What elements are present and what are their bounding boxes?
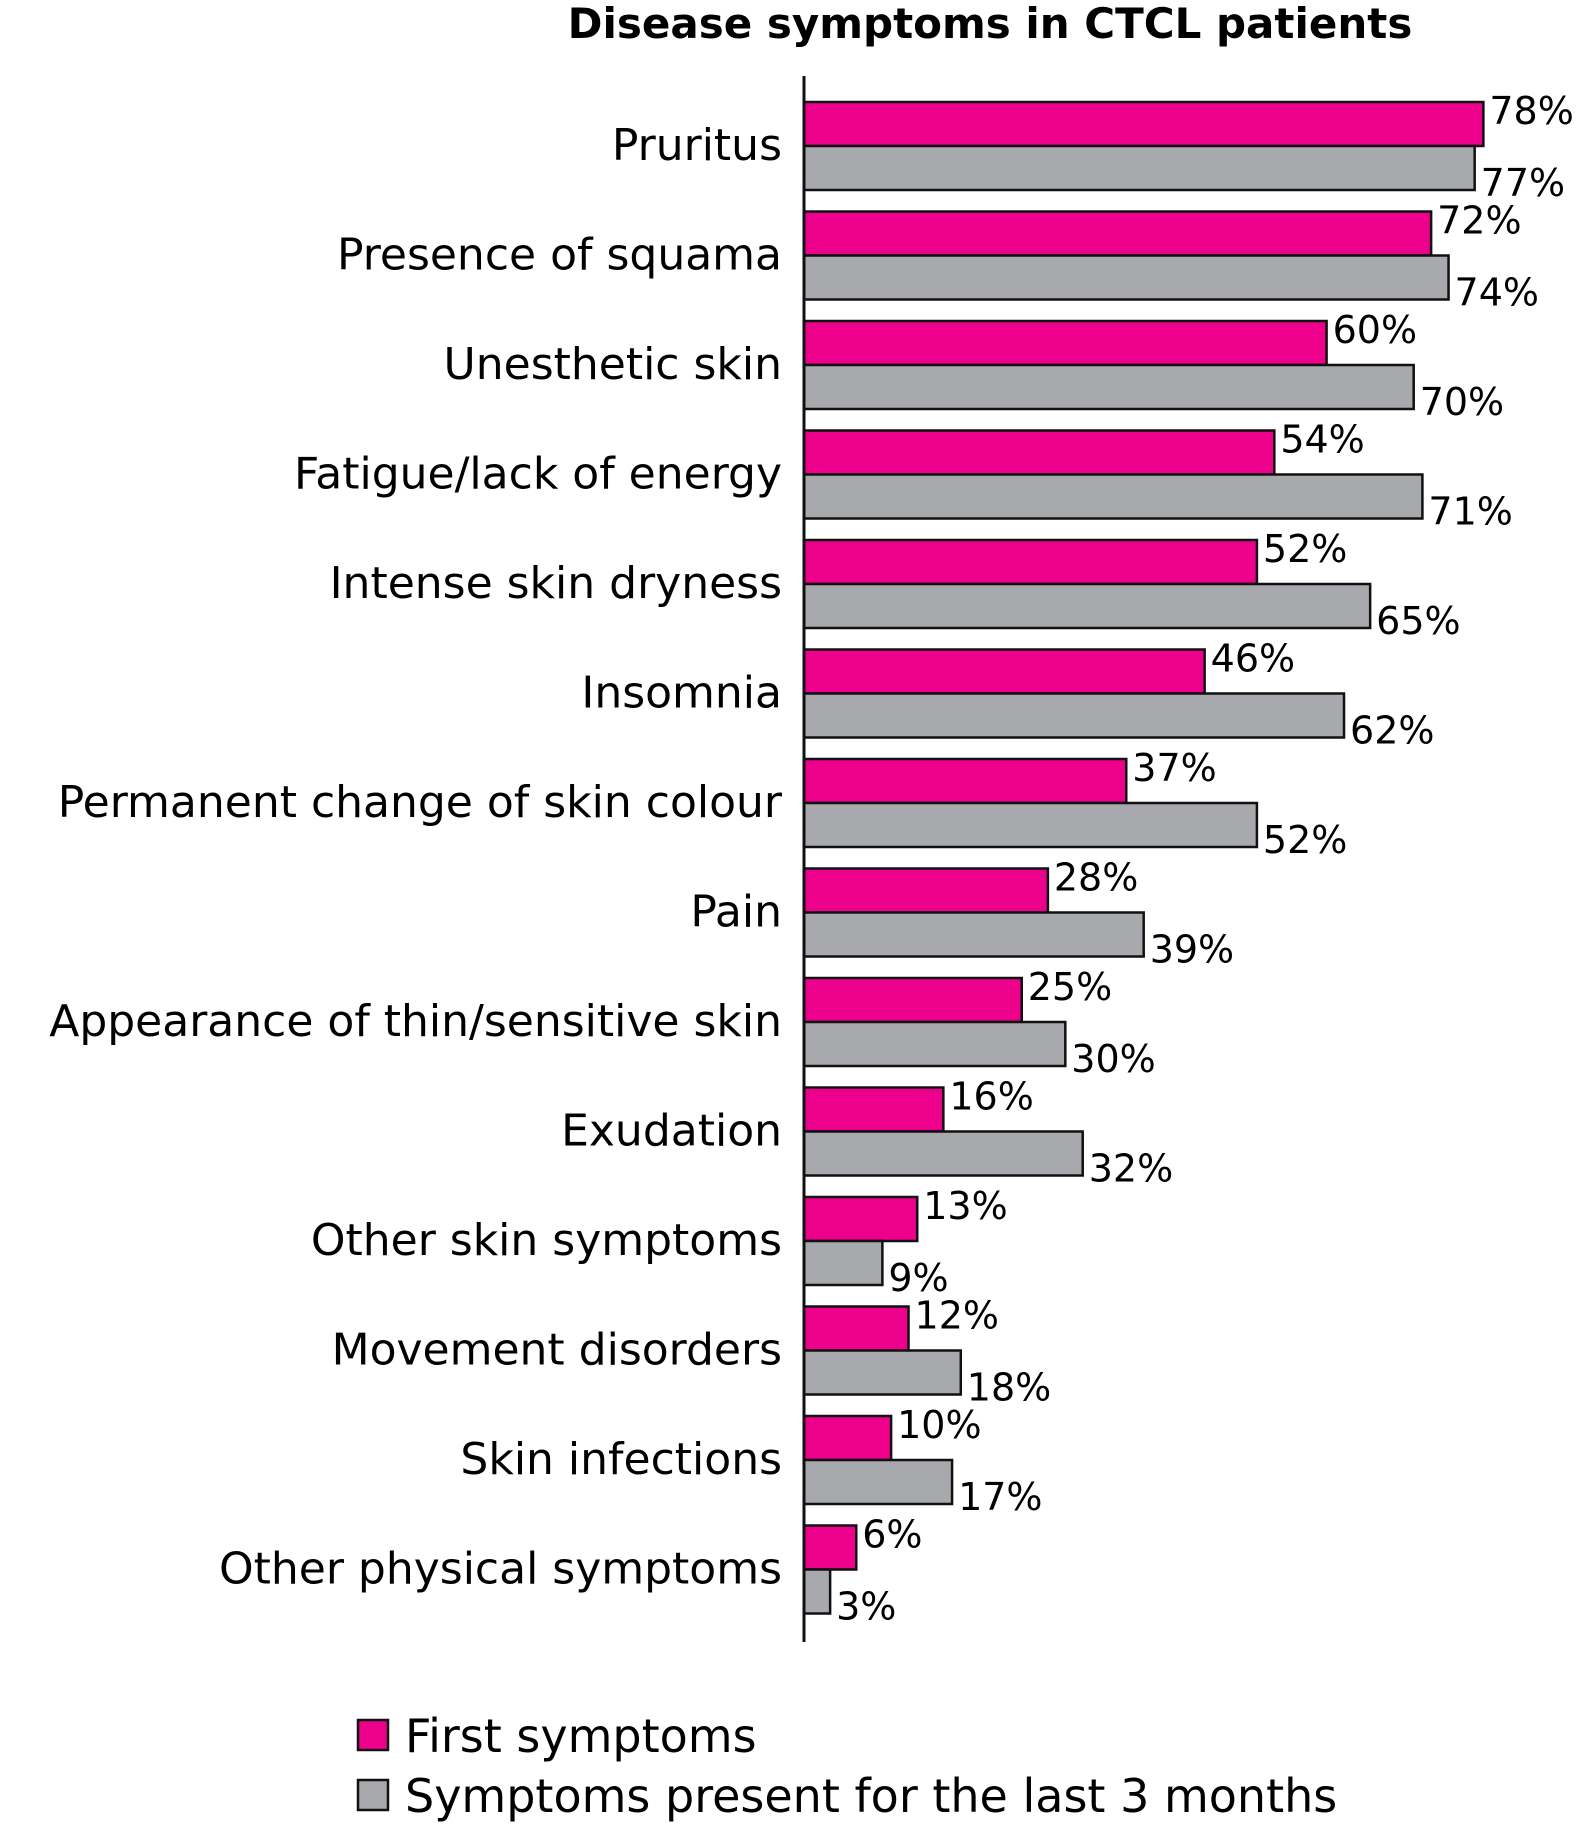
legend: First symptoms Symptoms present for the … — [356, 1709, 1337, 1823]
bar-movement-disorders-series-0 — [802, 1305, 910, 1352]
bar-unesthetic-skin-series-1 — [802, 363, 1415, 411]
category-label-fatigue-lack-of-energy: Fatigue/lack of energy — [294, 449, 782, 500]
bar-pain-series-0 — [802, 867, 1050, 914]
bar-insomnia-series-0 — [802, 648, 1206, 695]
category-label-appearance-of-thin-sensitive-skin: Appearance of thin/sensitive skin — [49, 996, 782, 1047]
bar-exudation-series-1 — [802, 1130, 1084, 1177]
value-label-fatigue-lack-of-energy-series-0: 54% — [1280, 418, 1364, 462]
value-label-insomnia-series-1: 62% — [1350, 709, 1434, 753]
bar-exudation-series-0 — [802, 1086, 945, 1133]
value-label-other-physical-symptoms-series-0: 6% — [862, 1513, 922, 1557]
value-label-presence-of-squama-series-1: 74% — [1455, 271, 1539, 315]
value-label-pruritus-series-0: 78% — [1489, 89, 1573, 133]
bar-skin-infections-series-0 — [802, 1414, 893, 1462]
category-label-exudation: Exudation — [561, 1106, 782, 1157]
bar-pain-series-1 — [802, 911, 1145, 958]
bar-insomnia-series-1 — [802, 692, 1346, 739]
value-label-other-skin-symptoms-series-1: 9% — [888, 1256, 948, 1300]
value-label-intense-skin-dryness-series-1: 65% — [1376, 599, 1460, 643]
value-label-movement-disorders-series-1: 18% — [967, 1366, 1051, 1410]
category-label-skin-infections: Skin infections — [460, 1434, 782, 1485]
chart-title: Disease symptoms in CTCL patients — [568, 0, 1413, 48]
value-label-pruritus-series-1: 77% — [1481, 161, 1565, 205]
legend-label-last-3-months: Symptoms present for the last 3 months — [405, 1769, 1337, 1823]
value-label-unesthetic-skin-series-0: 60% — [1333, 308, 1417, 352]
category-label-other-skin-symptoms: Other skin symptoms — [311, 1215, 782, 1266]
bar-appearance-of-thin-sensitive-skin-series-1 — [802, 1020, 1067, 1068]
bar-intense-skin-dryness-series-0 — [802, 538, 1259, 586]
category-label-pruritus: Pruritus — [612, 120, 782, 171]
legend-swatch-first-symptoms — [356, 1718, 390, 1752]
bar-presence-of-squama-series-1 — [802, 254, 1450, 301]
value-label-appearance-of-thin-sensitive-skin-series-1: 30% — [1071, 1037, 1155, 1081]
category-label-intense-skin-dryness: Intense skin dryness — [330, 558, 782, 609]
bar-other-physical-symptoms-series-0 — [802, 1524, 858, 1571]
value-label-pain-series-1: 39% — [1150, 928, 1234, 972]
bars-group: Pruritus 78% 77% Presence of squama 72% 74% Un… — [49, 89, 1574, 1629]
value-label-unesthetic-skin-series-1: 70% — [1420, 380, 1504, 424]
value-label-insomnia-series-0: 46% — [1211, 637, 1295, 681]
bar-permanent-change-of-skin-colour-series-1 — [802, 801, 1259, 849]
bar-permanent-change-of-skin-colour-series-0 — [802, 757, 1128, 805]
category-label-movement-disorders: Movement disorders — [332, 1325, 782, 1376]
legend-swatch-last-3-months — [356, 1778, 390, 1812]
category-label-presence-of-squama: Presence of squama — [337, 230, 782, 281]
value-label-fatigue-lack-of-energy-series-1: 71% — [1428, 490, 1512, 534]
category-label-pain: Pain — [690, 887, 782, 938]
value-label-exudation-series-1: 32% — [1089, 1147, 1173, 1191]
bar-presence-of-squama-series-0 — [802, 210, 1433, 257]
value-label-presence-of-squama-series-0: 72% — [1437, 199, 1521, 243]
value-label-movement-disorders-series-0: 12% — [915, 1294, 999, 1338]
category-label-other-physical-symptoms: Other physical symptoms — [219, 1544, 782, 1595]
bar-pruritus-series-0 — [802, 100, 1485, 148]
bar-fatigue-lack-of-energy-series-0 — [802, 429, 1276, 476]
bar-fatigue-lack-of-energy-series-1 — [802, 473, 1424, 520]
value-label-skin-infections-series-0: 10% — [897, 1403, 981, 1447]
bar-intense-skin-dryness-series-1 — [802, 582, 1372, 630]
category-label-unesthetic-skin: Unesthetic skin — [444, 339, 782, 390]
bar-skin-infections-series-1 — [802, 1458, 954, 1506]
value-label-permanent-change-of-skin-colour-series-0: 37% — [1132, 746, 1216, 790]
value-label-exudation-series-0: 16% — [949, 1075, 1033, 1119]
value-label-appearance-of-thin-sensitive-skin-series-0: 25% — [1028, 965, 1112, 1009]
value-label-permanent-change-of-skin-colour-series-1: 52% — [1263, 818, 1347, 862]
bar-other-skin-symptoms-series-0 — [802, 1195, 919, 1243]
value-label-other-physical-symptoms-series-1: 3% — [836, 1585, 896, 1629]
bar-unesthetic-skin-series-0 — [802, 319, 1328, 367]
bar-appearance-of-thin-sensitive-skin-series-0 — [802, 976, 1023, 1024]
bar-other-physical-symptoms-series-1 — [802, 1568, 832, 1615]
bar-pruritus-series-1 — [802, 144, 1476, 192]
bar-other-skin-symptoms-series-1 — [802, 1239, 884, 1287]
bar-movement-disorders-series-1 — [802, 1349, 963, 1396]
category-label-permanent-change-of-skin-colour: Permanent change of skin colour — [58, 777, 783, 828]
value-label-other-skin-symptoms-series-0: 13% — [923, 1184, 1007, 1228]
value-label-skin-infections-series-1: 17% — [958, 1475, 1042, 1519]
value-label-intense-skin-dryness-series-0: 52% — [1263, 527, 1347, 571]
value-label-pain-series-0: 28% — [1054, 856, 1138, 900]
legend-label-first-symptoms: First symptoms — [405, 1709, 757, 1763]
category-label-insomnia: Insomnia — [581, 668, 782, 719]
